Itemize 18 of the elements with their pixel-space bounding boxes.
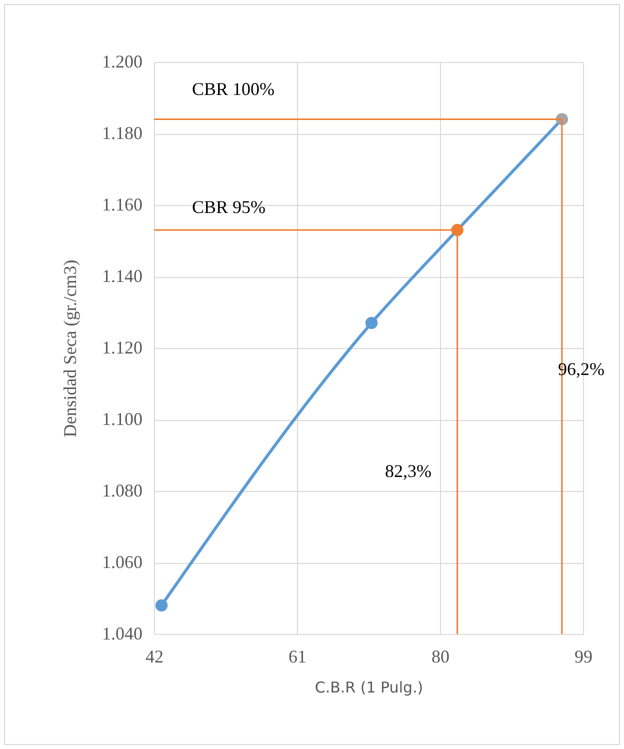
y-tick-label: 1.160 <box>102 194 142 214</box>
x-axis-title: C.B.R (1 Pulg.) <box>314 678 424 696</box>
x-tick-label: 99 <box>574 646 592 666</box>
x-tick-label: 61 <box>288 646 306 666</box>
y-tick-label: 1.200 <box>102 52 142 72</box>
y-tick-label: 1.180 <box>102 123 142 143</box>
x-tick-label: 80 <box>432 646 450 666</box>
annotation: 82,3% <box>385 461 432 481</box>
y-tick-label: 1.080 <box>102 480 142 500</box>
y-tick-label: 1.120 <box>102 338 142 358</box>
annotation: CBR 100% <box>192 79 275 99</box>
y-tick-label: 1.040 <box>102 624 142 644</box>
annotation: CBR 95% <box>192 197 266 217</box>
x-tick-label: 42 <box>146 646 164 666</box>
y-tick-label: 1.060 <box>102 552 142 572</box>
y-tick-label: 1.100 <box>102 409 142 429</box>
y-tick-label: 1.140 <box>102 266 142 286</box>
y-axis-title: Densidad Seca (gr./cm3) <box>60 260 80 438</box>
